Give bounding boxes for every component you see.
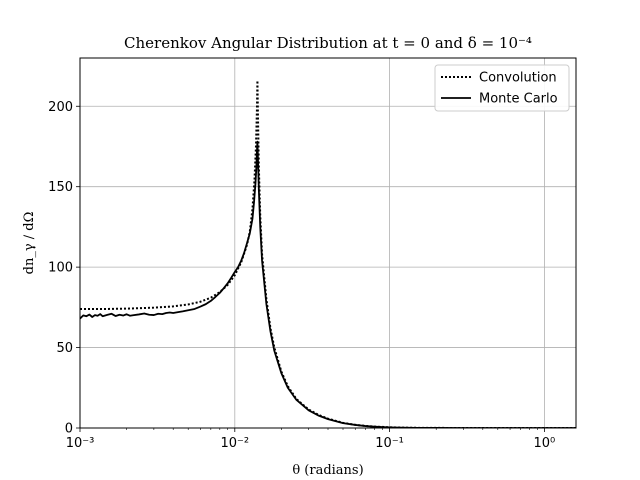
series-line-monte-carlo: [80, 140, 576, 428]
x-tick-label: 10⁰: [534, 436, 556, 451]
legend-label: Convolution: [479, 71, 557, 86]
legend-label: Monte Carlo: [479, 92, 558, 107]
legend-box: [434, 64, 570, 112]
x-tick-label: 10⁻²: [220, 436, 249, 451]
x-tick-label: 10⁻³: [66, 436, 95, 451]
x-axis-label: θ (radians): [292, 463, 363, 478]
ticks: 10⁻³ 10⁻² 10⁻¹ 10⁰ 0 50 100 150 200: [48, 100, 555, 451]
y-tick-label: 150: [48, 180, 73, 195]
y-tick-label: 50: [56, 341, 73, 356]
grid: [79, 58, 576, 429]
y-axis-label: dn_γ / dΩ: [22, 212, 37, 275]
y-tick-label: 100: [48, 261, 73, 276]
x-tick-label: 10⁻¹: [375, 436, 404, 451]
series-layer: [80, 79, 576, 428]
legend: Convolution Monte Carlo: [434, 64, 570, 112]
y-tick-label: 0: [65, 422, 73, 437]
chart-title: Cherenkov Angular Distribution at t = 0 …: [124, 34, 532, 52]
y-tick-label: 200: [48, 100, 73, 115]
